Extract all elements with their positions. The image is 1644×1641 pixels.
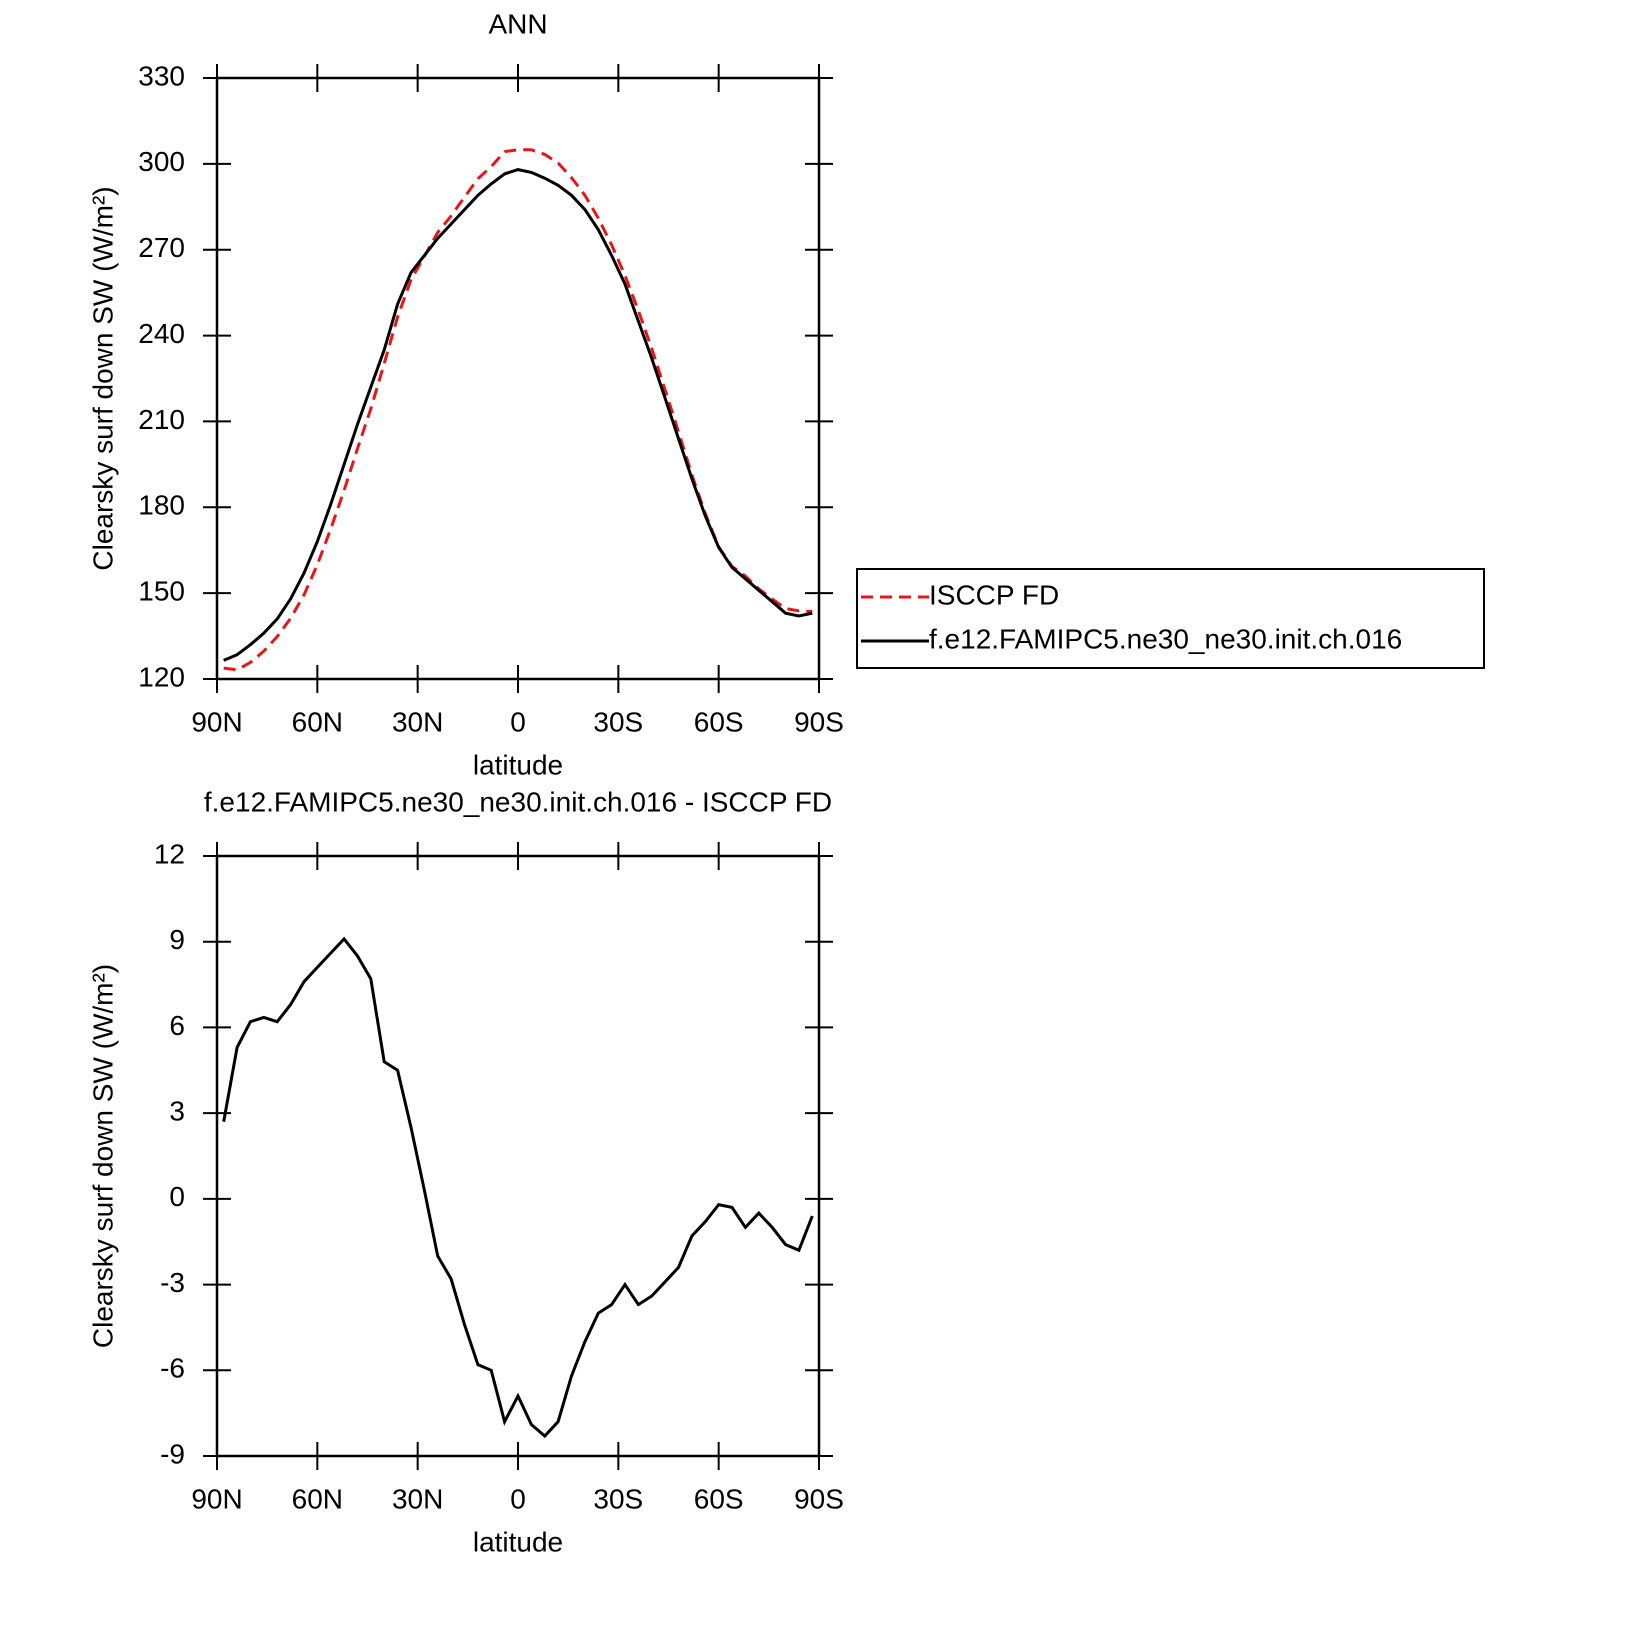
legend-box bbox=[856, 568, 1485, 669]
x-tick-label: 60N bbox=[292, 706, 343, 737]
data-line bbox=[223, 168, 813, 662]
x-axis-label: latitude bbox=[473, 749, 563, 780]
y-tick-label: 270 bbox=[138, 232, 185, 263]
x-tick-label: 60N bbox=[292, 1483, 343, 1514]
y-tick-label: 330 bbox=[138, 60, 185, 91]
x-tick-label: 0 bbox=[510, 706, 526, 737]
y-tick-label: 6 bbox=[169, 1010, 185, 1041]
x-tick-label: 0 bbox=[510, 1483, 526, 1514]
x-axis-label: latitude bbox=[473, 1526, 563, 1557]
x-tick-label: 30N bbox=[392, 1483, 443, 1514]
data-line bbox=[222, 936, 814, 1439]
y-tick-label: 0 bbox=[169, 1181, 185, 1212]
y-tick-label: -6 bbox=[160, 1353, 185, 1384]
x-tick-label: 30N bbox=[392, 706, 443, 737]
y-tick-label: 240 bbox=[138, 318, 185, 349]
x-tick-label: 90N bbox=[191, 1483, 242, 1514]
y-tick-label: -9 bbox=[160, 1438, 185, 1469]
y-axis-label: Clearsky surf down SW (W/m²) bbox=[87, 186, 118, 570]
y-tick-label: 12 bbox=[154, 838, 185, 869]
x-tick-label: 60S bbox=[694, 706, 744, 737]
y-tick-label: 150 bbox=[138, 576, 185, 607]
x-tick-label: 90S bbox=[794, 706, 844, 737]
y-tick-label: -3 bbox=[160, 1267, 185, 1298]
plot-frame bbox=[215, 76, 821, 681]
y-tick-label: 120 bbox=[138, 661, 185, 692]
y-tick-label: 210 bbox=[138, 404, 185, 435]
chart-title: ANN bbox=[488, 8, 547, 39]
y-tick-label: 3 bbox=[169, 1096, 185, 1127]
data-line bbox=[223, 148, 813, 672]
x-tick-label: 30S bbox=[593, 1483, 643, 1514]
legend-label: f.e12.FAMIPC5.ne30_ne30.init.ch.016 bbox=[929, 623, 1402, 654]
plot-frame bbox=[215, 854, 821, 1458]
x-tick-label: 90N bbox=[191, 706, 242, 737]
y-tick-label: 9 bbox=[169, 924, 185, 955]
x-tick-label: 60S bbox=[694, 1483, 744, 1514]
legend-label: ISCCP FD bbox=[929, 579, 1059, 610]
x-tick-label: 90S bbox=[794, 1483, 844, 1514]
y-axis-label: Clearsky surf down SW (W/m²) bbox=[87, 964, 118, 1348]
y-tick-label: 180 bbox=[138, 490, 185, 521]
y-tick-label: 300 bbox=[138, 146, 185, 177]
chart-title: f.e12.FAMIPC5.ne30_ne30.init.ch.016 - IS… bbox=[204, 786, 832, 817]
x-tick-label: 30S bbox=[593, 706, 643, 737]
